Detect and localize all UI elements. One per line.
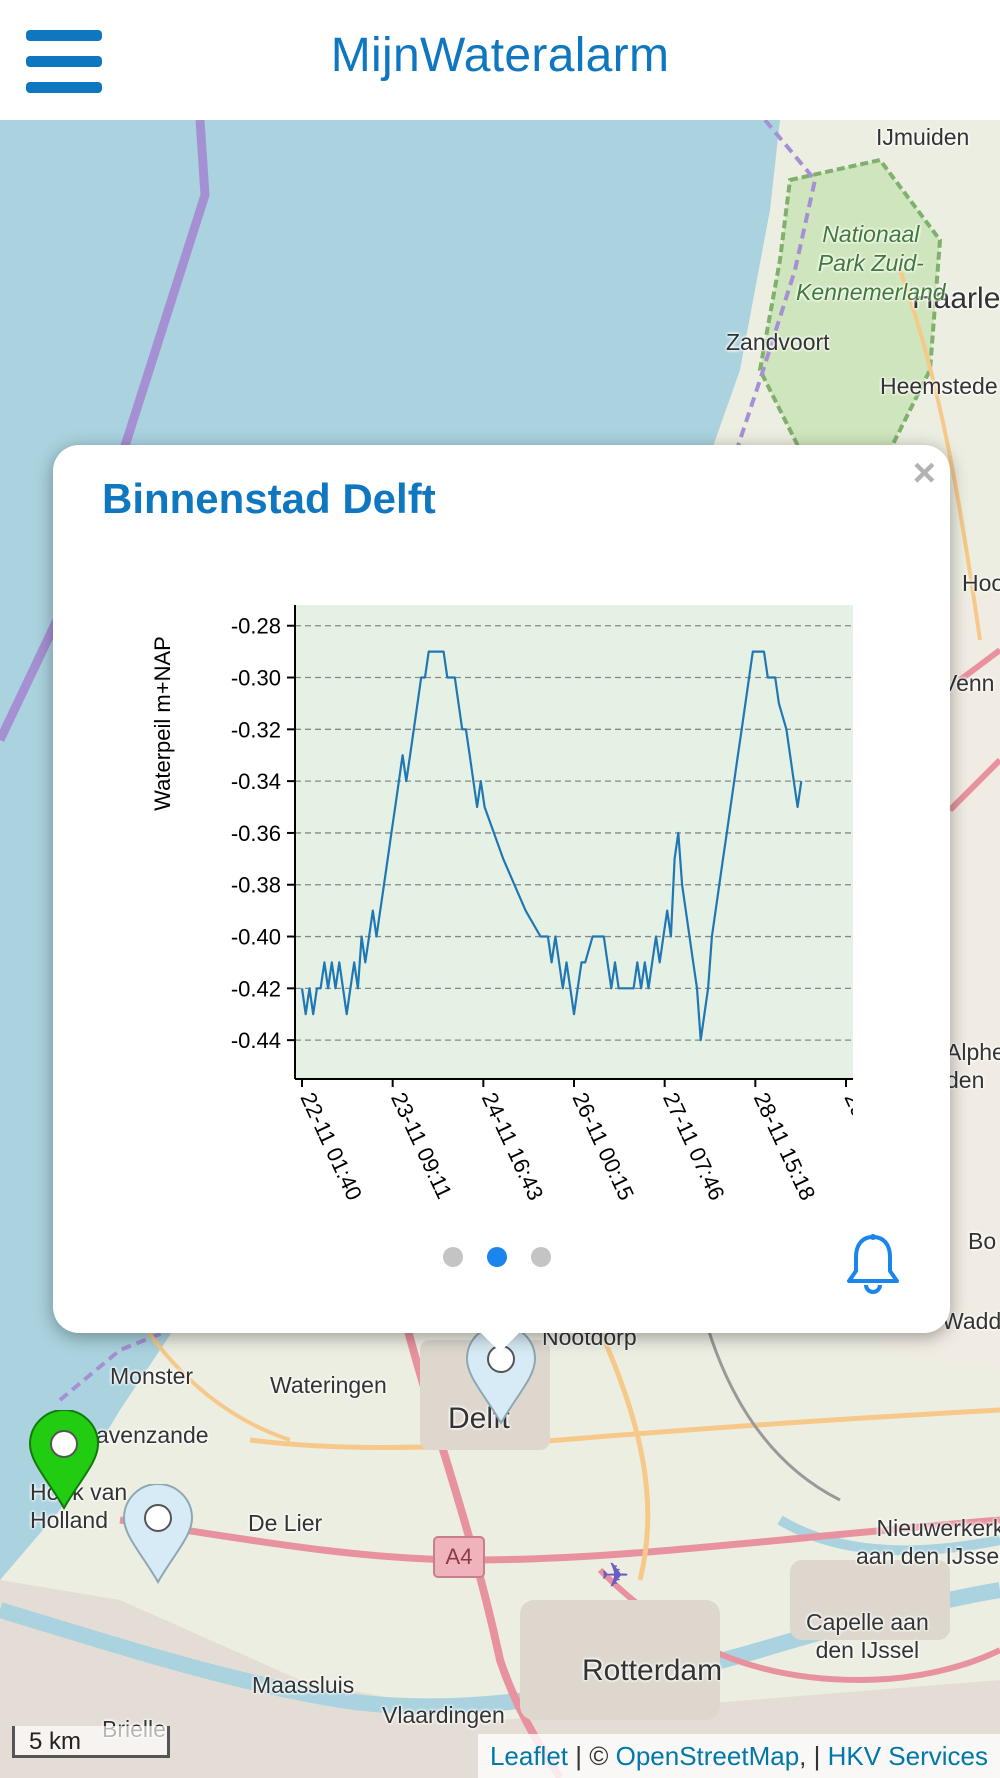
series-line <box>300 650 803 1042</box>
map-scale: 5 km <box>12 1726 170 1758</box>
x-tick-label: 29-11 22:50 <box>839 1089 853 1205</box>
map-attribution: Leaflet | © OpenStreetMap, | HKV Service… <box>477 1734 1000 1778</box>
place-label: Zandvoort <box>726 329 830 355</box>
x-tick-label: 28-11 15:18 <box>749 1089 821 1205</box>
x-tick-label: 24-11 16:43 <box>477 1089 549 1205</box>
place-label: Haarle <box>912 282 1000 315</box>
y-tick-label: -0.28 <box>231 614 281 639</box>
pager-dot[interactable] <box>531 1247 551 1267</box>
place-label: Nieuwerkerk aan den IJssel <box>856 1515 1000 1569</box>
place-label: Bo <box>968 1228 997 1254</box>
pager-dot[interactable] <box>443 1247 463 1267</box>
app-header: MijnWateralarm <box>0 0 1000 120</box>
place-label: Waddi <box>942 1308 1000 1334</box>
close-icon[interactable]: × <box>912 451 936 495</box>
road-shield-a4: A4 <box>433 1536 485 1578</box>
y-tick-label: -0.30 <box>231 666 281 691</box>
place-label: Maassluis <box>252 1672 355 1698</box>
place-label: Wateringen <box>270 1372 387 1398</box>
leaflet-link[interactable]: Leaflet <box>489 1741 569 1771</box>
park-label: Nationaal Park Zuid- Kennemerland <box>796 221 946 305</box>
openstreetmap-link[interactable]: OpenStreetMap <box>615 1741 800 1771</box>
popup-title: Binnenstad Delft <box>102 475 436 522</box>
y-tick-label: -0.40 <box>231 925 281 950</box>
station-marker-hoek-van-holland[interactable] <box>28 1410 100 1510</box>
bell-icon[interactable] <box>845 1233 901 1295</box>
station-marker-maasmond[interactable] <box>122 1484 194 1584</box>
place-label: Hoo <box>962 570 1000 596</box>
pager-dot-active[interactable] <box>487 1247 507 1267</box>
place-label: Hoek van Holland <box>30 1479 128 1533</box>
popup-tip <box>470 1322 530 1352</box>
y-tick-label: -0.38 <box>231 873 281 898</box>
place-label: Heemstede <box>880 373 998 399</box>
y-tick-label: -0.36 <box>231 821 281 846</box>
place-label: Venn <box>942 670 995 696</box>
attribution-separator: , | <box>799 1741 828 1771</box>
place-label: avenzande <box>96 1422 209 1448</box>
pager-dots <box>443 1245 563 1269</box>
app-title: MijnWateralarm <box>330 29 670 82</box>
attribution-separator: | © <box>568 1741 616 1771</box>
place-label: Vlaardingen <box>382 1702 505 1728</box>
plot-area <box>295 605 853 1079</box>
airport-icon: ✈ <box>601 1557 630 1595</box>
place-label: De Lier <box>248 1510 323 1536</box>
hkv-services-link[interactable]: HKV Services <box>827 1741 988 1771</box>
place-label: Capelle aan den IJssel <box>806 1609 929 1663</box>
y-tick-label: -0.34 <box>231 769 281 794</box>
y-tick-label: -0.44 <box>231 1028 281 1053</box>
place-label: IJmuiden <box>876 124 970 150</box>
x-tick-label: 22-11 01:40 <box>295 1089 367 1205</box>
hamburger-menu-icon[interactable] <box>26 30 102 94</box>
place-label: Monster <box>110 1363 194 1389</box>
x-tick-label: 26-11 00:15 <box>567 1089 639 1205</box>
place-label: Rotterdam <box>582 1654 723 1687</box>
y-tick-label: -0.42 <box>231 976 281 1001</box>
y-axis-label: Waterpeil m+NAP <box>150 636 175 811</box>
x-tick-label: 27-11 07:46 <box>658 1089 730 1205</box>
place-label: Alphe den <box>946 1039 1000 1093</box>
water-level-chart: -0.28 -0.30 -0.32 -0.34 -0.36 -0.38 -0.40 -0.42… <box>150 605 853 1205</box>
x-tick-label: 23-11 09:11 <box>386 1089 457 1203</box>
station-popup: × Binnenstad Delft -0.28 -0.30 -0.32 -0.34-… <box>53 445 950 1333</box>
y-tick-label: -0.32 <box>231 717 281 742</box>
